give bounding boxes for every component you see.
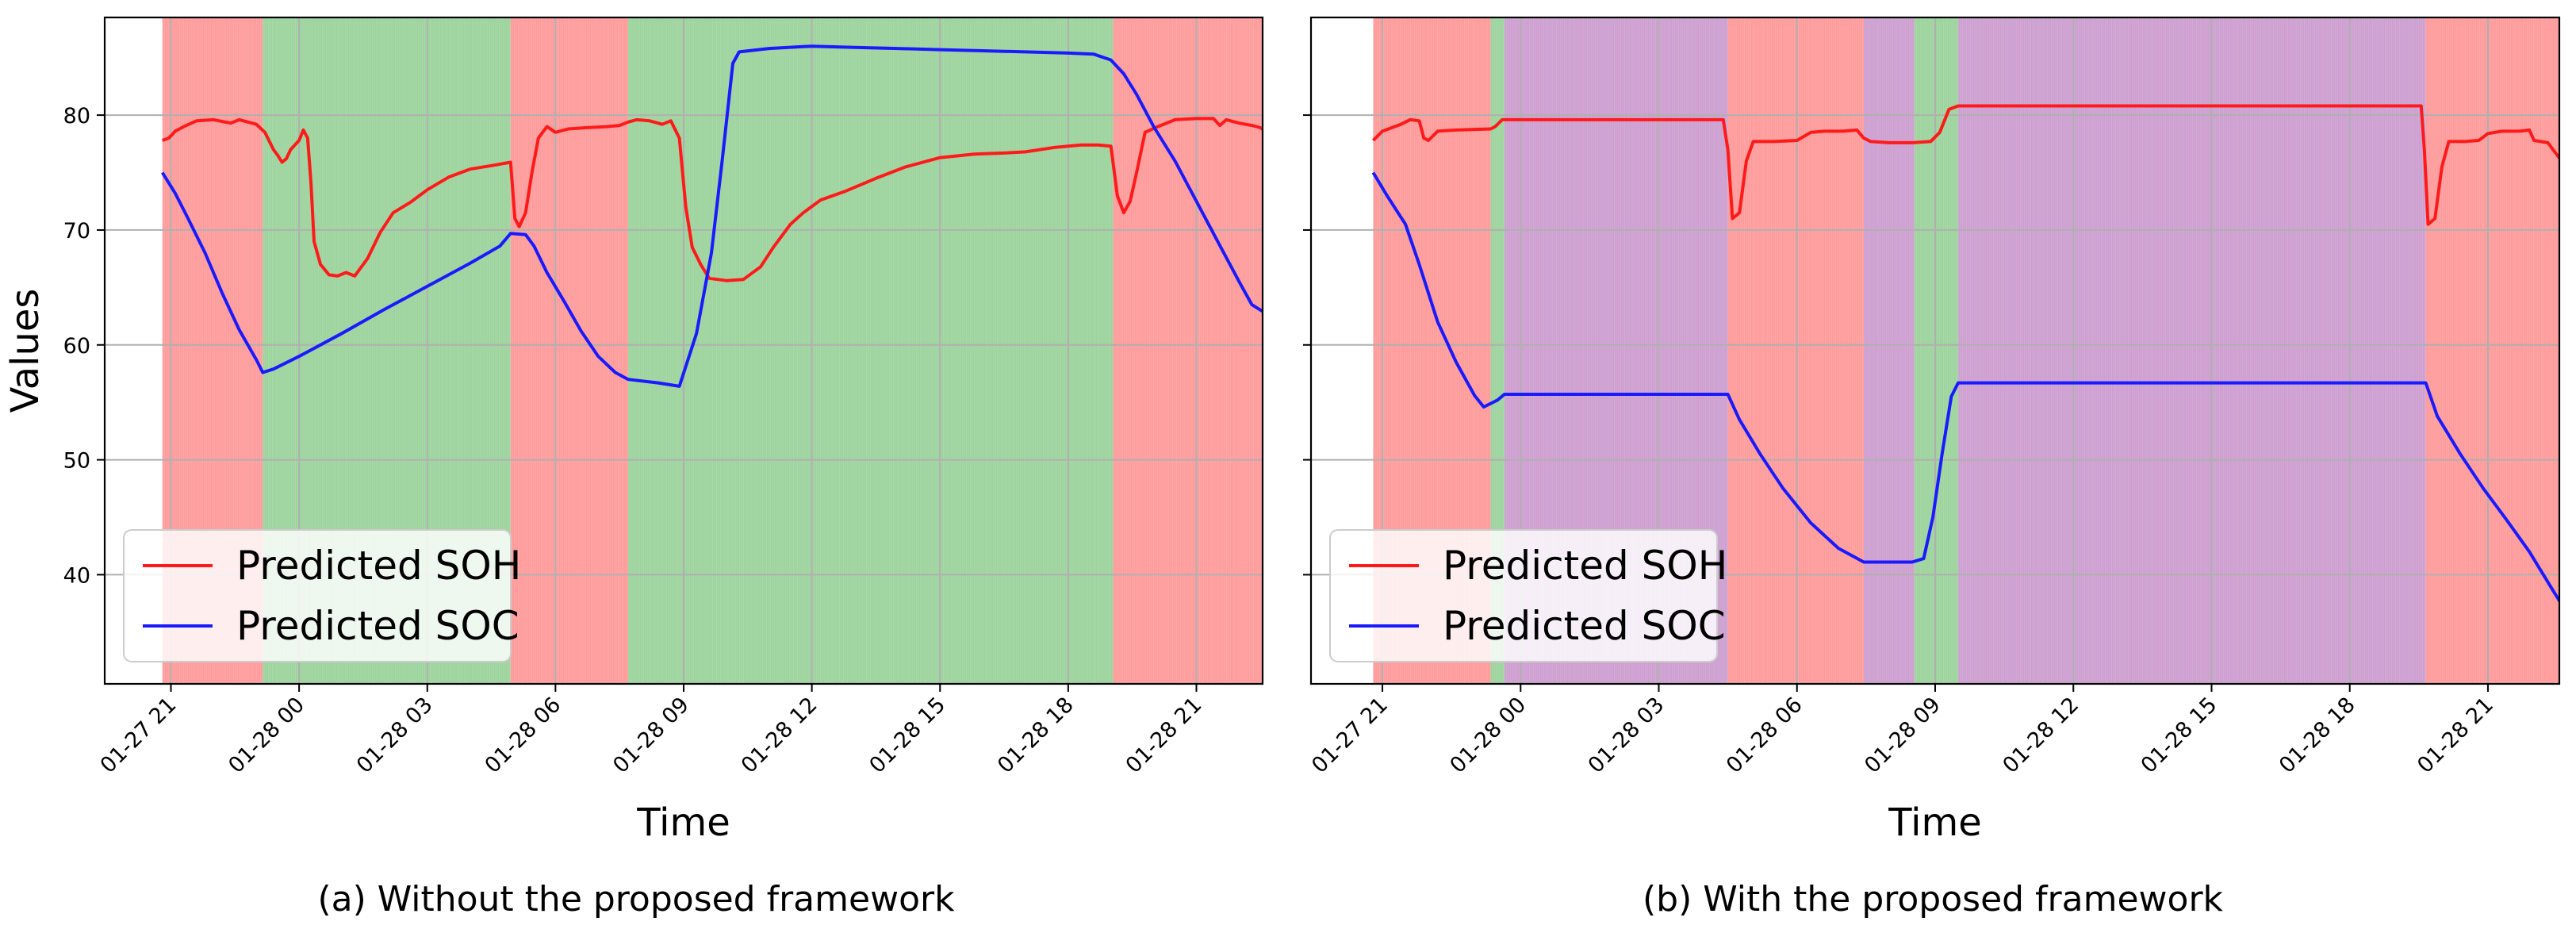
caption-panel-b: (b) With the proposed framework [1642, 879, 2224, 919]
timestep-hatching [1372, 17, 2559, 684]
y-tick-label: 80 [63, 104, 90, 129]
x-tick-label: 01-28 15 [2137, 693, 2222, 778]
x-tick-label: 01-28 12 [1998, 693, 2083, 778]
region-idle [1958, 17, 2426, 684]
x-tick-label: 01-28 09 [608, 693, 694, 778]
chart-panel-a: 40 50 60 70 80 01-27 21 01-28 00 01-28 03 01-28 … [3, 16, 1282, 845]
x-tick-label: 01-28 00 [1445, 693, 1531, 778]
timestep-hatching [162, 17, 1263, 684]
x-axis-title: Time [1888, 800, 1981, 845]
legend-label: Predicted SOH [236, 543, 521, 589]
x-tick-label: 01-28 12 [737, 693, 822, 778]
x-tick-label: 01-27 21 [1307, 693, 1393, 778]
plot-area-a [105, 17, 1282, 684]
y-tick-label: 50 [63, 449, 90, 474]
x-tick-label: 01-28 15 [864, 693, 950, 778]
x-tick-label: 01-28 03 [1584, 693, 1669, 778]
y-tick-label: 40 [63, 563, 90, 588]
series-line-predicted-soh [162, 117, 1263, 282]
legend-box [1329, 529, 1718, 662]
region-charging [1113, 17, 1263, 684]
region-discharging [1490, 17, 1505, 684]
x-tick-label: 01-28 06 [1722, 693, 1807, 778]
y-axis-title: Values [3, 289, 48, 413]
x-tick-label: 01-28 18 [993, 693, 1079, 778]
legend: Predicted SOH Predicted SOC [1329, 529, 1727, 662]
region-charging [1727, 17, 1864, 684]
x-tick-label: 01-28 03 [352, 693, 438, 778]
x-axis-title: Time [636, 800, 730, 845]
caption-panel-a: (a) Without the proposed framework [317, 879, 955, 919]
y-tick-label: 70 [63, 219, 90, 244]
region-discharging [1278, 17, 1282, 684]
region-idle [1863, 17, 1915, 684]
y-tick-label: 60 [63, 334, 90, 359]
legend-box [123, 529, 512, 662]
series-line-predicted-soc [1371, 171, 2559, 604]
x-tick-label: 01-28 00 [224, 693, 309, 778]
x-tick-label: 01-28 21 [1121, 693, 1207, 778]
legend-label: Predicted SOC [1443, 603, 1726, 649]
region-discharging [627, 17, 1114, 684]
x-tick-label: 01-28 18 [2275, 693, 2360, 778]
legend: Predicted SOH Predicted SOC [123, 529, 521, 662]
legend-label: Predicted SOH [1443, 543, 1727, 589]
x-tick-label: 01-28 09 [1860, 693, 1945, 778]
plot-area-b [1311, 17, 2559, 684]
series-line-predicted-soh [1371, 104, 2559, 226]
x-tick-label: 01-27 21 [96, 693, 182, 778]
x-tick-label: 01-28 06 [481, 693, 566, 778]
region-charging [2425, 17, 2559, 684]
region-discharging [1914, 17, 1959, 684]
series-line-predicted-soc [161, 44, 1263, 388]
legend-label: Predicted SOC [236, 603, 519, 649]
x-tick-label: 01-28 21 [2413, 693, 2498, 778]
chart-panel-b: 01-27 21 01-28 00 01-28 03 01-28 06 01-28 09… [1303, 16, 2561, 845]
